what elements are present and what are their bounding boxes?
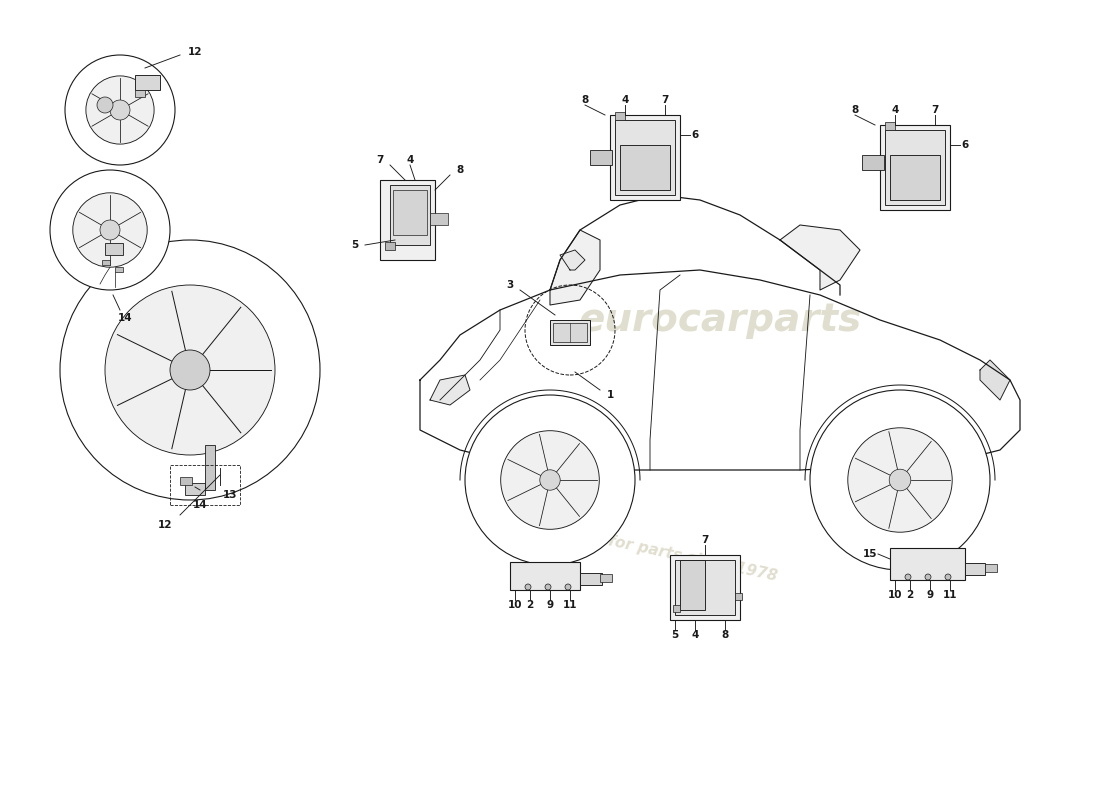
Bar: [890, 548, 965, 580]
Bar: [553, 323, 587, 342]
Bar: [886, 122, 895, 130]
Text: 12: 12: [188, 47, 202, 57]
Circle shape: [97, 97, 113, 113]
Circle shape: [848, 428, 953, 532]
Bar: [135, 90, 145, 97]
Text: 4: 4: [691, 630, 698, 640]
Bar: [205, 445, 214, 490]
Circle shape: [889, 469, 911, 490]
Bar: [670, 555, 740, 620]
Circle shape: [540, 470, 560, 490]
Text: 2: 2: [906, 590, 914, 600]
Text: eurocarparts: eurocarparts: [579, 301, 861, 339]
Bar: [580, 573, 602, 585]
Text: 11: 11: [943, 590, 957, 600]
Bar: [170, 465, 240, 505]
Bar: [680, 560, 705, 610]
Text: 15: 15: [862, 549, 878, 559]
Text: 4: 4: [621, 95, 629, 105]
Polygon shape: [430, 375, 470, 405]
Bar: [390, 185, 430, 245]
Polygon shape: [550, 230, 600, 305]
Circle shape: [925, 574, 931, 580]
Circle shape: [565, 584, 571, 590]
Text: 11: 11: [563, 600, 578, 610]
Text: 6: 6: [692, 130, 698, 140]
Polygon shape: [980, 360, 1010, 400]
Bar: [615, 120, 675, 195]
Circle shape: [905, 574, 911, 580]
Bar: [984, 564, 997, 572]
Circle shape: [50, 170, 170, 290]
Polygon shape: [780, 225, 860, 290]
Text: 9: 9: [926, 590, 934, 600]
Bar: [675, 560, 735, 615]
Bar: [615, 112, 625, 120]
Bar: [104, 243, 123, 255]
Text: 6: 6: [961, 140, 969, 150]
Bar: [620, 145, 670, 190]
Text: 7: 7: [702, 535, 708, 545]
Bar: [185, 483, 205, 495]
Bar: [735, 593, 743, 600]
Circle shape: [104, 285, 275, 455]
Bar: [102, 260, 110, 265]
Text: 4: 4: [891, 105, 899, 115]
Text: 9: 9: [547, 600, 553, 610]
Text: 8: 8: [582, 95, 588, 105]
Polygon shape: [560, 250, 585, 270]
Bar: [510, 562, 580, 590]
Circle shape: [60, 240, 320, 500]
Bar: [116, 267, 123, 272]
Text: 14: 14: [118, 313, 132, 323]
Text: 10: 10: [508, 600, 522, 610]
Text: 4: 4: [406, 155, 414, 165]
Bar: [880, 125, 950, 210]
Bar: [890, 155, 940, 200]
Text: 8: 8: [722, 630, 728, 640]
Text: 8: 8: [456, 165, 463, 175]
Bar: [886, 130, 945, 205]
Circle shape: [86, 76, 154, 144]
Circle shape: [110, 100, 130, 120]
Circle shape: [100, 220, 120, 240]
Bar: [965, 563, 985, 575]
Circle shape: [544, 584, 551, 590]
Text: 13: 13: [222, 490, 238, 500]
Text: 7: 7: [376, 155, 384, 165]
Bar: [550, 320, 590, 345]
Circle shape: [500, 430, 600, 530]
Bar: [379, 180, 434, 260]
Circle shape: [170, 350, 210, 390]
Bar: [385, 242, 395, 250]
Bar: [180, 477, 192, 485]
Bar: [135, 75, 160, 90]
Text: 10: 10: [888, 590, 902, 600]
Bar: [862, 155, 884, 170]
Circle shape: [465, 395, 635, 565]
Text: 3: 3: [506, 280, 514, 290]
Text: 8: 8: [851, 105, 859, 115]
Text: 1: 1: [606, 390, 614, 400]
Circle shape: [73, 193, 147, 267]
Text: 2: 2: [527, 600, 534, 610]
Bar: [610, 115, 680, 200]
Circle shape: [810, 390, 990, 570]
Text: 7: 7: [661, 95, 669, 105]
Text: 5: 5: [351, 240, 359, 250]
Text: a passion for parts since 1978: a passion for parts since 1978: [521, 516, 779, 584]
Text: 14: 14: [192, 500, 207, 510]
Bar: [600, 574, 612, 582]
Text: 7: 7: [932, 105, 938, 115]
Circle shape: [525, 584, 531, 590]
Text: 12: 12: [157, 520, 173, 530]
Bar: [430, 213, 448, 225]
Circle shape: [945, 574, 952, 580]
Circle shape: [65, 55, 175, 165]
Bar: [673, 605, 680, 612]
Text: 5: 5: [671, 630, 679, 640]
Bar: [393, 190, 427, 235]
Bar: [590, 150, 612, 165]
